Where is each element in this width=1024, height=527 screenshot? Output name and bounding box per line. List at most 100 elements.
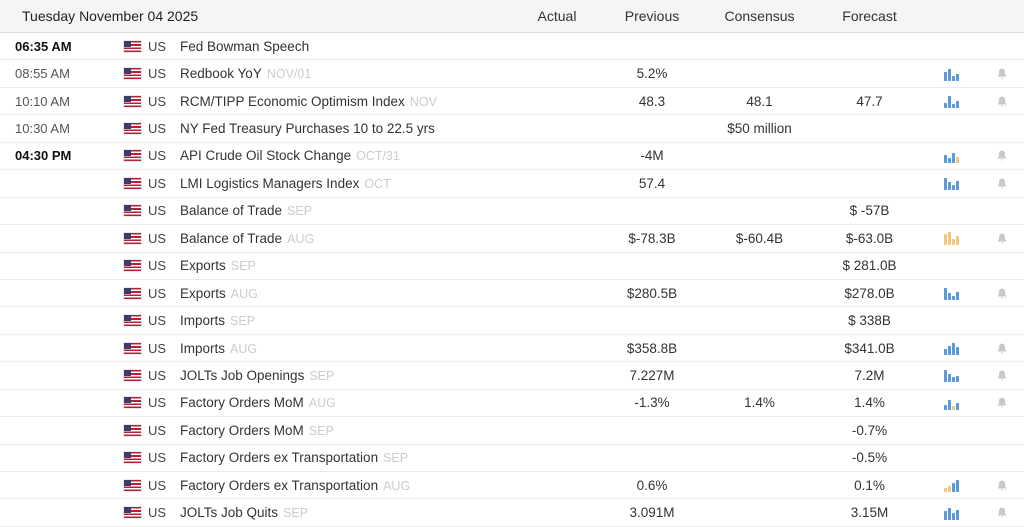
- sparkline-chart-icon[interactable]: [922, 506, 980, 520]
- bell-icon: [997, 233, 1007, 244]
- event-reference-period: SEP: [308, 423, 334, 438]
- sparkline-chart-icon[interactable]: [922, 176, 980, 191]
- bell-icon: [997, 507, 1007, 518]
- country-link[interactable]: US: [100, 341, 180, 356]
- us-flag-icon: [124, 260, 141, 272]
- country-link[interactable]: US: [100, 258, 180, 273]
- event-reference-period: SEP: [383, 451, 409, 466]
- country-link[interactable]: US: [100, 148, 180, 163]
- bell-cell[interactable]: [980, 67, 1024, 80]
- event-cell: Exports AUG: [180, 286, 512, 301]
- country-link[interactable]: US: [100, 121, 180, 136]
- event-link[interactable]: API Crude Oil Stock Change: [180, 148, 352, 164]
- sparkline-chart-icon[interactable]: [922, 67, 980, 81]
- country-link[interactable]: US: [100, 423, 180, 438]
- us-flag-icon: [124, 177, 141, 189]
- sparkline-chart-icon[interactable]: [922, 368, 980, 383]
- forecast-value: 0.1%: [854, 477, 885, 493]
- country-link[interactable]: US: [100, 203, 180, 218]
- bell-cell[interactable]: [980, 287, 1024, 300]
- us-flag-icon: [124, 232, 141, 244]
- country-code: US: [148, 258, 167, 274]
- event-cell: Factory Orders ex Transportation AUG: [180, 478, 512, 493]
- country-link[interactable]: US: [100, 231, 180, 246]
- country-link[interactable]: US: [100, 395, 180, 410]
- event-link[interactable]: JOLTs Job Openings: [180, 367, 305, 383]
- column-header-forecast: Forecast: [842, 8, 897, 24]
- event-link[interactable]: Balance of Trade: [180, 203, 283, 219]
- event-link[interactable]: LMI Logistics Managers Index: [180, 175, 360, 191]
- column-header-previous: Previous: [624, 8, 680, 24]
- forecast-value: $ 338B: [848, 313, 891, 329]
- event-cell: LMI Logistics Managers Index OCT: [180, 176, 512, 191]
- country-link[interactable]: US: [100, 313, 180, 328]
- table-row: US Factory Orders MoM SEP -0.7%: [0, 417, 1024, 445]
- bell-icon: [997, 343, 1007, 354]
- previous-value: 7.227M: [629, 367, 675, 383]
- country-link[interactable]: US: [100, 39, 180, 54]
- country-link[interactable]: US: [100, 368, 180, 383]
- bell-cell[interactable]: [980, 149, 1024, 162]
- bell-cell[interactable]: [980, 95, 1024, 108]
- forecast-value: -0.5%: [851, 450, 888, 466]
- bell-icon: [997, 68, 1007, 79]
- event-reference-period: SEP: [283, 506, 309, 521]
- country-code: US: [148, 148, 167, 164]
- sparkline-chart-icon[interactable]: [922, 341, 980, 356]
- country-link[interactable]: US: [100, 505, 180, 520]
- forecast-value: $ -57B: [849, 203, 890, 219]
- event-time: 10:10 AM: [15, 93, 70, 109]
- previous-value: $-78.3B: [628, 230, 676, 246]
- sparkline-chart-icon[interactable]: [922, 286, 980, 301]
- sparkline-chart-icon[interactable]: [922, 94, 980, 109]
- sparkline-chart-icon: [922, 423, 980, 437]
- bell-cell[interactable]: [980, 479, 1024, 492]
- event-link[interactable]: Redbook YoY: [180, 66, 262, 82]
- bell-cell[interactable]: [980, 177, 1024, 190]
- us-flag-icon: [124, 342, 141, 354]
- event-link[interactable]: Factory Orders ex Transportation: [180, 477, 379, 493]
- previous-value: $280.5B: [626, 285, 678, 301]
- event-link[interactable]: Balance of Trade: [180, 230, 283, 246]
- country-link[interactable]: US: [100, 478, 180, 493]
- country-link[interactable]: US: [100, 286, 180, 301]
- country-code: US: [148, 422, 167, 438]
- us-flag-icon: [124, 369, 141, 381]
- country-link[interactable]: US: [100, 176, 180, 191]
- sparkline-chart-icon: [922, 451, 980, 465]
- table-row: US Balance of Trade AUG $-78.3B $-60.4B $…: [0, 225, 1024, 253]
- event-link[interactable]: Imports: [180, 313, 226, 329]
- table-row: US Exports AUG $280.5B $278.0B: [0, 280, 1024, 308]
- event-link[interactable]: Fed Bowman Speech: [180, 38, 310, 54]
- bell-cell[interactable]: [980, 232, 1024, 245]
- event-link[interactable]: Exports: [180, 285, 226, 301]
- us-flag-icon: [124, 287, 141, 299]
- bell-cell[interactable]: [980, 506, 1024, 519]
- event-link[interactable]: Exports: [180, 258, 226, 274]
- event-link[interactable]: RCM/TIPP Economic Optimism Index: [180, 93, 405, 109]
- sparkline-chart-icon[interactable]: [922, 231, 980, 246]
- country-link[interactable]: US: [100, 450, 180, 465]
- event-link[interactable]: Factory Orders MoM: [180, 395, 304, 411]
- bell-cell[interactable]: [980, 396, 1024, 409]
- table-row: US JOLTs Job Quits SEP 3.091M 3.15M: [0, 499, 1024, 527]
- event-reference-period: NOV: [409, 94, 437, 109]
- consensus-value: 1.4%: [744, 395, 775, 411]
- event-time: 06:35 AM: [15, 38, 72, 54]
- country-link[interactable]: US: [100, 66, 180, 81]
- event-link[interactable]: Imports: [180, 340, 226, 356]
- event-cell: Factory Orders ex Transportation SEP: [180, 450, 512, 465]
- event-link[interactable]: JOLTs Job Quits: [180, 505, 279, 521]
- sparkline-chart-icon[interactable]: [922, 396, 980, 410]
- event-link[interactable]: Factory Orders MoM: [180, 422, 304, 438]
- event-link[interactable]: Factory Orders ex Transportation: [180, 450, 379, 466]
- bell-cell[interactable]: [980, 369, 1024, 382]
- country-link[interactable]: US: [100, 94, 180, 109]
- country-code: US: [148, 38, 167, 54]
- sparkline-chart-icon[interactable]: [922, 149, 980, 163]
- sparkline-chart-icon[interactable]: [922, 478, 980, 493]
- event-reference-period: AUG: [230, 341, 258, 356]
- bell-cell[interactable]: [980, 342, 1024, 355]
- event-cell: Factory Orders MoM SEP: [180, 423, 512, 438]
- event-link[interactable]: NY Fed Treasury Purchases 10 to 22.5 yrs: [180, 121, 435, 137]
